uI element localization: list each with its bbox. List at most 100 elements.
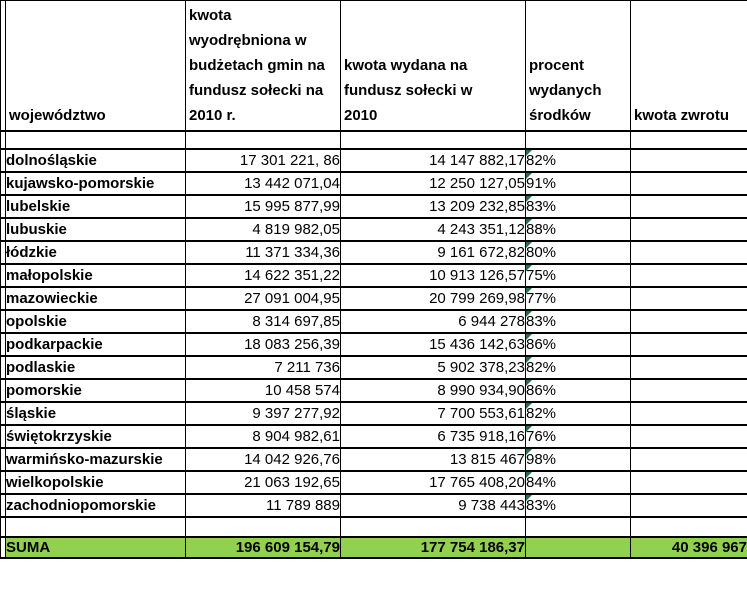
refund-amount-cell[interactable] [630,447,747,472]
refund-amount-cell[interactable] [630,286,747,311]
spent-amount-cell[interactable]: 13 815 467 [340,447,526,472]
summary-label-cell[interactable]: SUMA [5,536,186,559]
allocated-amount-cell[interactable]: 10 458 574 [185,378,341,403]
wojewodztwo-cell[interactable]: mazowieckie [5,286,186,311]
wojewodztwo-cell[interactable]: świętokrzyskie [5,424,186,449]
refund-amount-cell[interactable] [630,493,747,518]
percent-spent-cell[interactable]: 82% [525,148,631,173]
wojewodztwo-cell[interactable]: zachodniopomorskie [5,493,186,518]
spent-amount-cell[interactable]: 12 250 127,05 [340,171,526,196]
empty-cell[interactable] [630,130,747,150]
header-allocated-cell[interactable]: kwota wyodrębniona w budżetach gmin na f… [185,0,341,132]
percent-spent-cell[interactable]: 91% [525,171,631,196]
percent-spent-cell[interactable]: 83% [525,194,631,219]
empty-cell[interactable] [630,516,747,538]
refund-amount-cell[interactable] [630,240,747,265]
refund-amount-cell[interactable] [630,263,747,288]
wojewodztwo-cell[interactable]: łódzkie [5,240,186,265]
percent-spent-cell[interactable]: 82% [525,355,631,380]
empty-cell[interactable] [5,130,186,150]
allocated-amount-cell[interactable]: 9 397 277,92 [185,401,341,426]
spent-amount-cell[interactable]: 4 243 351,12 [340,217,526,242]
spent-amount-cell[interactable]: 8 990 934,90 [340,378,526,403]
allocated-amount-cell[interactable]: 8 314 697,85 [185,309,341,334]
empty-cell[interactable] [185,130,341,150]
refund-amount-cell[interactable] [630,424,747,449]
wojewodztwo-cell[interactable]: lubelskie [5,194,186,219]
wojewodztwo-cell[interactable]: lubuskie [5,217,186,242]
refund-amount-cell[interactable] [630,217,747,242]
allocated-amount-cell[interactable]: 15 995 877,99 [185,194,341,219]
percent-spent-cell[interactable]: 77% [525,286,631,311]
summary-spent-cell[interactable]: 177 754 186,37 [340,536,526,559]
wojewodztwo-cell[interactable]: śląskie [5,401,186,426]
spent-amount-cell[interactable]: 20 799 269,98 [340,286,526,311]
percent-spent-cell[interactable]: 83% [525,493,631,518]
spent-amount-cell[interactable]: 6 944 278 [340,309,526,334]
wojewodztwo-cell[interactable]: małopolskie [5,263,186,288]
summary-percent-cell[interactable] [525,536,631,559]
wojewodztwo-cell[interactable]: warmińsko-mazurskie [5,447,186,472]
refund-amount-cell[interactable] [630,355,747,380]
empty-cell[interactable] [340,516,526,538]
refund-amount-cell[interactable] [630,378,747,403]
allocated-amount-cell[interactable]: 14 622 351,22 [185,263,341,288]
percent-spent-cell[interactable]: 83% [525,309,631,334]
spent-amount-cell[interactable]: 15 436 142,63 [340,332,526,357]
wojewodztwo-cell[interactable]: pomorskie [5,378,186,403]
allocated-amount-cell[interactable]: 18 083 256,39 [185,332,341,357]
spent-amount-cell[interactable]: 10 913 126,57 [340,263,526,288]
percent-spent-cell[interactable]: 86% [525,378,631,403]
refund-amount-cell[interactable] [630,401,747,426]
header-wojewodztwo-cell[interactable]: województwo [5,0,186,132]
percent-spent-cell[interactable]: 75% [525,263,631,288]
percent-spent-cell[interactable]: 82% [525,401,631,426]
empty-cell[interactable] [340,130,526,150]
spent-amount-cell[interactable]: 14 147 882,17 [340,148,526,173]
empty-cell[interactable] [525,516,631,538]
wojewodztwo-cell[interactable]: kujawsko-pomorskie [5,171,186,196]
percent-spent-cell[interactable]: 84% [525,470,631,495]
refund-amount-cell[interactable] [630,470,747,495]
refund-amount-cell[interactable] [630,309,747,334]
percent-spent-cell[interactable]: 86% [525,332,631,357]
spent-amount-cell[interactable]: 9 161 672,82 [340,240,526,265]
percent-spent-cell[interactable]: 98% [525,447,631,472]
percent-spent-cell[interactable]: 80% [525,240,631,265]
header-percent-cell[interactable]: procent wydanych środków [525,0,631,132]
wojewodztwo-cell[interactable]: podlaskie [5,355,186,380]
header-refund-cell[interactable]: kwota zwrotu [630,0,747,132]
refund-amount-cell[interactable] [630,171,747,196]
spent-amount-cell[interactable]: 5 902 378,23 [340,355,526,380]
summary-refund-cell[interactable]: 40 396 967 [630,536,747,559]
spent-amount-cell[interactable]: 7 700 553,61 [340,401,526,426]
allocated-amount-cell[interactable]: 8 904 982,61 [185,424,341,449]
refund-amount-cell[interactable] [630,148,747,173]
wojewodztwo-cell[interactable]: podkarpackie [5,332,186,357]
spent-amount-cell[interactable]: 13 209 232,85 [340,194,526,219]
allocated-amount-cell[interactable]: 11 789 889 [185,493,341,518]
allocated-amount-cell[interactable]: 4 819 982,05 [185,217,341,242]
empty-cell[interactable] [525,130,631,150]
wojewodztwo-cell[interactable]: opolskie [5,309,186,334]
allocated-amount-cell[interactable]: 17 301 221, 86 [185,148,341,173]
refund-amount-cell[interactable] [630,194,747,219]
percent-spent-cell[interactable]: 88% [525,217,631,242]
summary-allocated-cell[interactable]: 196 609 154,79 [185,536,341,559]
allocated-amount-cell[interactable]: 27 091 004,95 [185,286,341,311]
allocated-amount-cell[interactable]: 21 063 192,65 [185,470,341,495]
percent-spent-cell[interactable]: 76% [525,424,631,449]
allocated-amount-cell[interactable]: 7 211 736 [185,355,341,380]
wojewodztwo-cell[interactable]: wielkopolskie [5,470,186,495]
refund-amount-cell[interactable] [630,332,747,357]
wojewodztwo-cell[interactable]: dolnośląskie [5,148,186,173]
spent-amount-cell[interactable]: 17 765 408,20 [340,470,526,495]
spent-amount-cell[interactable]: 6 735 918,16 [340,424,526,449]
empty-cell[interactable] [5,516,186,538]
allocated-amount-cell[interactable]: 11 371 334,36 [185,240,341,265]
header-spent-cell[interactable]: kwota wydana na fundusz sołecki w 2010 [340,0,526,132]
allocated-amount-cell[interactable]: 14 042 926,76 [185,447,341,472]
spent-amount-cell[interactable]: 9 738 443 [340,493,526,518]
allocated-amount-cell[interactable]: 13 442 071,04 [185,171,341,196]
empty-cell[interactable] [185,516,341,538]
